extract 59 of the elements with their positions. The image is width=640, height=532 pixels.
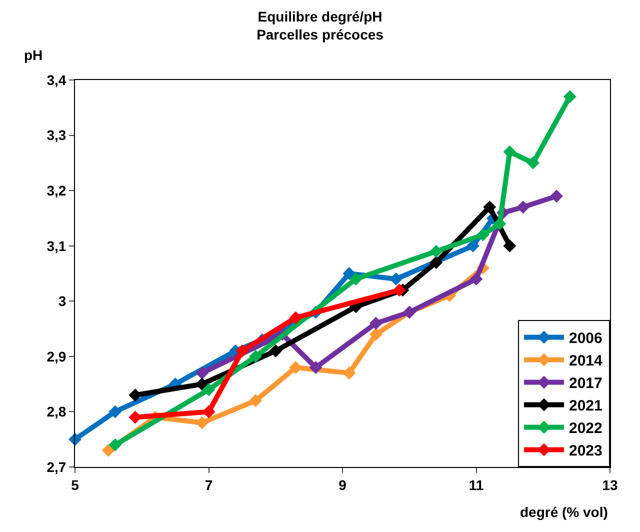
point: [102, 444, 115, 457]
point: [503, 239, 516, 252]
y-tick-label: 2,9: [46, 348, 66, 364]
legend-label: 2022: [569, 420, 602, 438]
x-tick-label: 7: [204, 476, 213, 493]
point: [483, 200, 496, 214]
point: [128, 388, 142, 402]
legend-label: 2006: [569, 330, 602, 348]
x-axis-title: degré (% vol): [520, 504, 608, 520]
point: [526, 156, 540, 170]
x-tick-label: 9: [338, 476, 347, 493]
y-tick-label: 3,4: [46, 72, 66, 88]
legend-label: 2021: [569, 398, 602, 415]
legend-label: 2023: [569, 442, 602, 460]
y-tick-label: 3,2: [46, 182, 66, 198]
point: [503, 145, 516, 158]
point: [516, 200, 530, 214]
point: [108, 405, 122, 418]
point: [342, 366, 356, 380]
point: [196, 366, 209, 380]
y-tick-label: 3: [58, 293, 66, 310]
chart-title: Equilibre degré/pH Parcelles précoces: [256, 8, 384, 42]
point: [196, 416, 209, 430]
legend-label: 2017: [569, 375, 602, 392]
x-tick-label: 5: [71, 476, 80, 493]
point: [430, 256, 443, 269]
point: [349, 272, 362, 286]
point: [493, 217, 506, 230]
point: [108, 438, 122, 452]
y-tick-label: 2,7: [46, 458, 66, 475]
point: [430, 244, 443, 258]
point: [470, 272, 483, 286]
point: [392, 284, 406, 297]
point: [466, 239, 480, 252]
point: [249, 394, 262, 408]
point: [289, 311, 302, 324]
point: [342, 267, 356, 280]
point: [476, 228, 490, 242]
y-tick-label: 3,1: [46, 238, 66, 254]
point: [563, 90, 576, 104]
x-tick-label: 11: [468, 476, 484, 493]
y-tick-label: 2,8: [46, 404, 66, 420]
x-tick-label: 13: [602, 476, 618, 493]
point: [550, 190, 563, 203]
point: [309, 360, 322, 374]
y-tick-label: 3,3: [46, 127, 66, 144]
point: [196, 378, 209, 391]
point: [269, 344, 282, 358]
point: [369, 316, 382, 330]
point: [249, 350, 262, 363]
point: [369, 328, 382, 341]
point: [202, 383, 216, 396]
point: [202, 405, 216, 418]
point: [236, 344, 249, 358]
legend-label: 2014: [569, 352, 604, 370]
point: [289, 360, 302, 374]
point: [128, 410, 142, 424]
y-axis-title: pH: [24, 47, 43, 63]
point: [390, 272, 402, 286]
